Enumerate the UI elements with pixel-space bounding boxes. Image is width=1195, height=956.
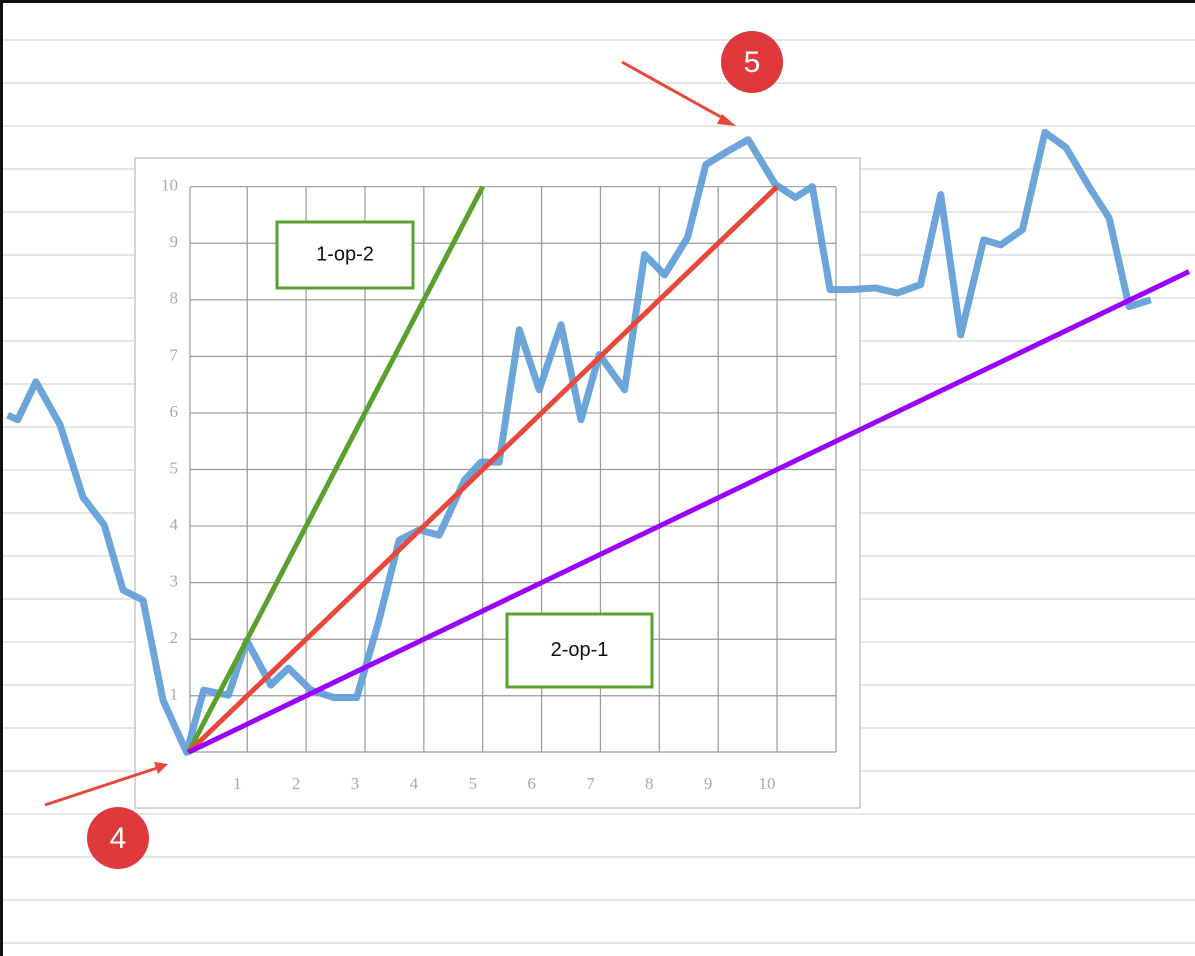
y-tick-label: 5 (170, 458, 179, 477)
y-tick-label: 4 (170, 515, 179, 534)
x-tick-label: 9 (704, 774, 713, 793)
y-tick-label: 9 (170, 232, 179, 251)
arrow-head (717, 114, 736, 126)
annotation-box (275, 220, 415, 290)
arrow (44, 765, 161, 807)
annotation: 2-op-1 (551, 639, 609, 661)
arrow (621, 60, 729, 123)
x-tick-label: 8 (645, 774, 654, 793)
x-tick-label: 7 (586, 774, 595, 793)
marker-circle (721, 31, 783, 93)
marker-circle (87, 807, 149, 869)
fan-line (187, 269, 1191, 755)
fan-line (186, 185, 485, 754)
arrow-head (154, 762, 168, 774)
overlay: 1-op-2 2-op-1 4 5 (44, 31, 783, 869)
fan-line (186, 184, 779, 755)
annotation-box (505, 612, 654, 689)
x-tick-label: 10 (759, 774, 776, 793)
y-tick-label: 6 (170, 402, 179, 421)
y-tick-label: 1 (170, 685, 179, 704)
x-tick-label: 5 (468, 774, 477, 793)
x-tick-label: 2 (292, 774, 301, 793)
annotation: 1-op-2 (316, 243, 374, 265)
y-tick-label: 3 (170, 572, 179, 591)
price-line (6, 128, 1152, 756)
x-tick-label: 3 (351, 774, 360, 793)
marker-label: 4 (110, 822, 127, 855)
y-tick-label: 2 (170, 628, 179, 647)
y-tick-label: 10 (161, 176, 178, 195)
x-tick-label: 4 (410, 774, 419, 793)
lines (6, 128, 1191, 756)
y-tick-label: 8 (170, 289, 179, 308)
y-tick-label: 7 (170, 345, 179, 364)
x-tick-label: 6 (527, 774, 536, 793)
grid-box (134, 157, 861, 809)
marker-label: 5 (744, 46, 761, 79)
x-tick-label: 1 (233, 774, 242, 793)
